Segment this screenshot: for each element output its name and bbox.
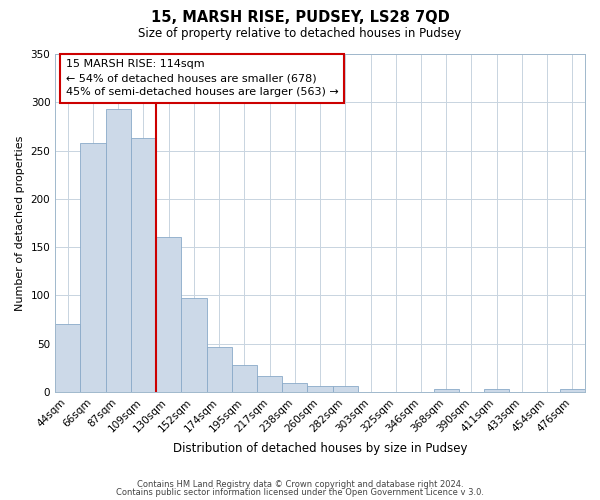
Bar — [282, 384, 307, 392]
Bar — [181, 298, 206, 392]
Bar — [484, 389, 509, 392]
Y-axis label: Number of detached properties: Number of detached properties — [15, 136, 25, 310]
Bar — [257, 376, 282, 392]
Bar — [332, 386, 358, 392]
Text: 15, MARSH RISE, PUDSEY, LS28 7QD: 15, MARSH RISE, PUDSEY, LS28 7QD — [151, 10, 449, 25]
Bar — [156, 238, 181, 392]
Text: Contains public sector information licensed under the Open Government Licence v : Contains public sector information licen… — [116, 488, 484, 497]
Bar — [307, 386, 332, 392]
Text: 15 MARSH RISE: 114sqm
← 54% of detached houses are smaller (678)
45% of semi-det: 15 MARSH RISE: 114sqm ← 54% of detached … — [66, 59, 338, 97]
Bar — [55, 324, 80, 392]
Text: Contains HM Land Registry data © Crown copyright and database right 2024.: Contains HM Land Registry data © Crown c… — [137, 480, 463, 489]
Bar — [106, 109, 131, 392]
Bar — [80, 143, 106, 392]
Text: Size of property relative to detached houses in Pudsey: Size of property relative to detached ho… — [139, 28, 461, 40]
Bar — [434, 389, 459, 392]
Bar — [560, 389, 585, 392]
Bar — [232, 365, 257, 392]
Bar — [206, 346, 232, 392]
X-axis label: Distribution of detached houses by size in Pudsey: Distribution of detached houses by size … — [173, 442, 467, 455]
Bar — [131, 138, 156, 392]
